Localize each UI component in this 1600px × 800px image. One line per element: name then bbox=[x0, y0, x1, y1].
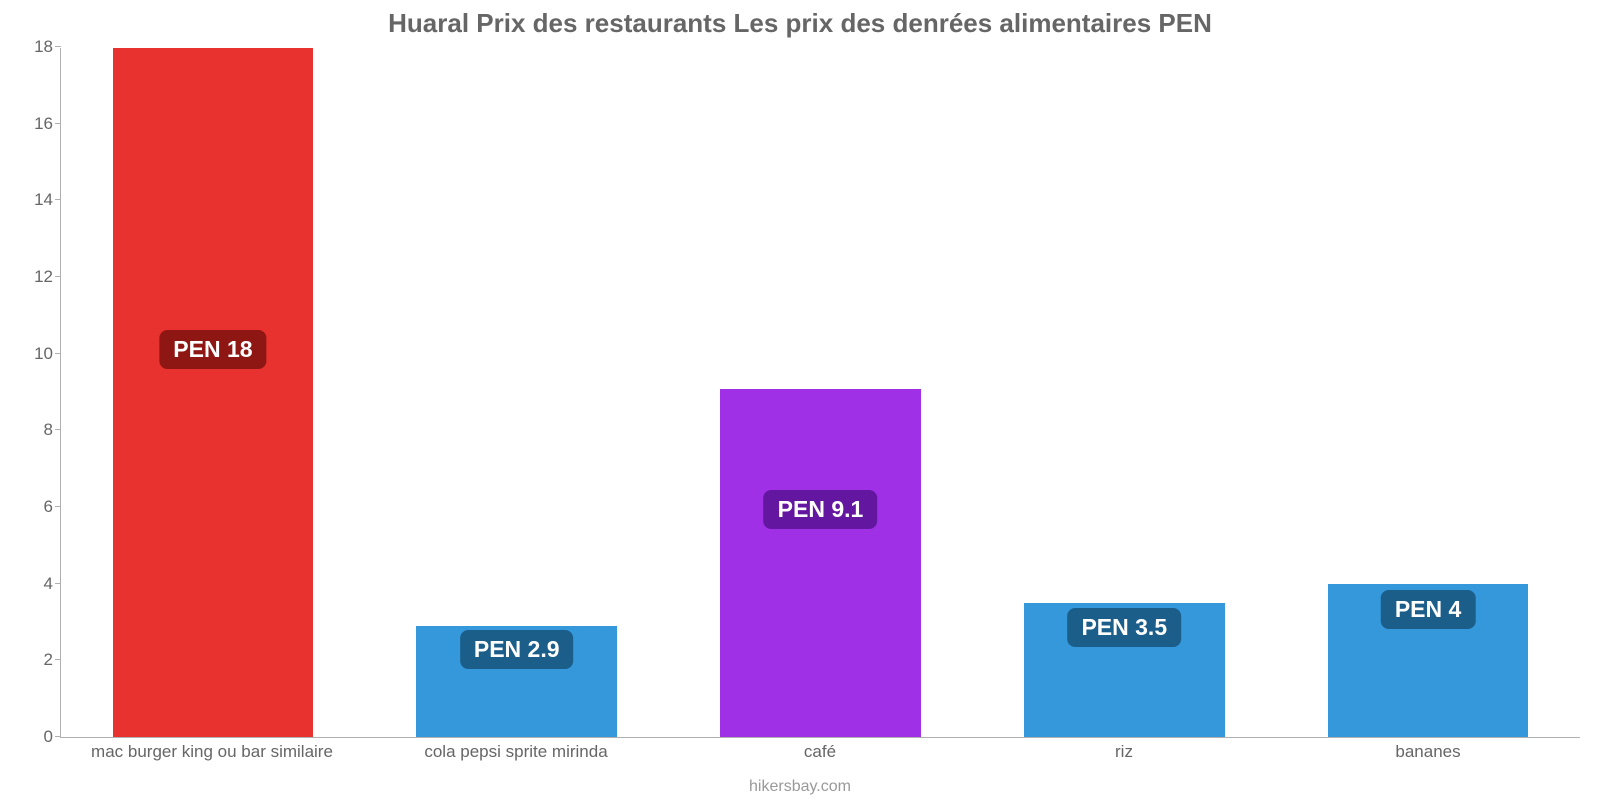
value-badge: PEN 4 bbox=[1381, 590, 1475, 629]
price-bar-chart: Huaral Prix des restaurants Les prix des… bbox=[0, 0, 1600, 800]
bar-slot: PEN 18 bbox=[61, 48, 365, 737]
value-badge: PEN 2.9 bbox=[460, 630, 574, 669]
y-tick-mark bbox=[55, 276, 61, 277]
bar-slot: PEN 9.1 bbox=[669, 48, 973, 737]
x-axis-label: bananes bbox=[1276, 742, 1580, 762]
y-tick-mark bbox=[55, 659, 61, 660]
y-tick-label: 10 bbox=[19, 344, 53, 364]
value-badge: PEN 3.5 bbox=[1067, 608, 1181, 647]
y-tick-mark bbox=[55, 123, 61, 124]
y-tick-mark bbox=[55, 46, 61, 47]
y-tick-label: 14 bbox=[19, 190, 53, 210]
y-tick-mark bbox=[55, 199, 61, 200]
value-badge: PEN 9.1 bbox=[764, 490, 878, 529]
y-tick-label: 2 bbox=[19, 650, 53, 670]
y-tick-mark bbox=[55, 506, 61, 507]
x-axis-label: café bbox=[668, 742, 972, 762]
y-tick-label: 16 bbox=[19, 114, 53, 134]
bar bbox=[113, 48, 314, 737]
plot-area: PEN 18PEN 2.9PEN 9.1PEN 3.5PEN 4 0246810… bbox=[60, 48, 1580, 738]
bars-row: PEN 18 PEN 2.9 PEN 9.1 PEN 3.5 PEN 4 bbox=[61, 48, 1580, 737]
x-axis-label: mac burger king ou bar similaire bbox=[60, 742, 364, 762]
y-tick-label: 8 bbox=[19, 420, 53, 440]
x-axis-label: riz bbox=[972, 742, 1276, 762]
y-tick-mark bbox=[55, 353, 61, 354]
value-badge: PEN 18 bbox=[159, 330, 266, 369]
bar bbox=[720, 389, 921, 737]
bar-slot: PEN 3.5 bbox=[972, 48, 1276, 737]
chart-title: Huaral Prix des restaurants Les prix des… bbox=[0, 8, 1600, 39]
y-tick-mark bbox=[55, 583, 61, 584]
x-axis-labels: mac burger king ou bar similairecola pep… bbox=[60, 742, 1580, 762]
y-tick-label: 0 bbox=[19, 727, 53, 747]
x-axis-label: cola pepsi sprite mirinda bbox=[364, 742, 668, 762]
y-tick-label: 4 bbox=[19, 574, 53, 594]
bar-slot: PEN 2.9 bbox=[365, 48, 669, 737]
y-tick-mark bbox=[55, 429, 61, 430]
y-tick-mark bbox=[55, 736, 61, 737]
bar-slot: PEN 4 bbox=[1276, 48, 1580, 737]
chart-footer: hikersbay.com bbox=[0, 778, 1600, 796]
y-tick-label: 6 bbox=[19, 497, 53, 517]
y-tick-label: 12 bbox=[19, 267, 53, 287]
y-tick-label: 18 bbox=[19, 37, 53, 57]
